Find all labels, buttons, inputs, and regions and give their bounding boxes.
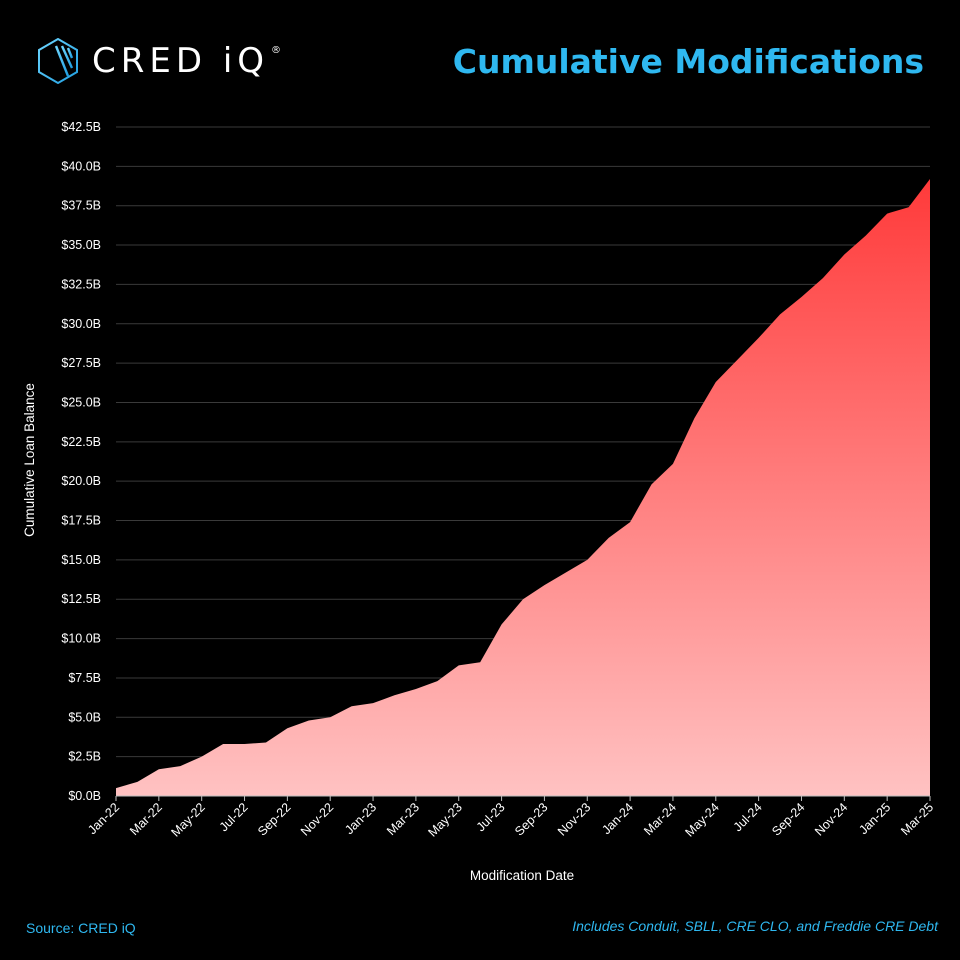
y-tick-label: $37.5B (61, 199, 101, 213)
x-tick-label: Jan-25 (856, 800, 893, 837)
y-tick-label: $32.5B (61, 277, 101, 291)
coverage-note: Includes Conduit, SBLL, CRE CLO, and Fre… (572, 918, 938, 934)
x-tick-label: May-23 (425, 800, 464, 839)
x-tick-label: Sep-24 (769, 800, 807, 838)
x-tick-label: Mar-25 (898, 800, 936, 838)
y-tick-label: $42.5B (61, 120, 101, 134)
x-tick-label: Jan-24 (599, 800, 636, 837)
x-tick-label: Nov-22 (298, 800, 336, 838)
y-tick-label: $12.5B (61, 592, 101, 606)
x-tick-label: Mar-22 (127, 800, 165, 838)
x-tick-label: May-24 (683, 800, 722, 839)
x-tick-label: Nov-23 (555, 800, 593, 838)
x-tick-label: Nov-24 (812, 800, 850, 838)
y-tick-label: $7.5B (68, 671, 101, 685)
y-tick-label: $2.5B (68, 750, 101, 764)
x-tick-label: Mar-24 (641, 800, 679, 838)
source-note: Source: CRED iQ (26, 920, 136, 936)
y-tick-label: $15.0B (61, 553, 101, 567)
y-tick-label: $0.0B (68, 789, 101, 803)
y-tick-label: $22.5B (61, 435, 101, 449)
x-tick-label: Jan-23 (342, 800, 379, 837)
logo-mark-icon (38, 38, 78, 84)
brand-name: CRED iQ ® (92, 41, 287, 81)
y-tick-label: $30.0B (61, 317, 101, 331)
y-tick-label: $17.5B (61, 514, 101, 528)
x-tick-label: Mar-23 (384, 800, 422, 838)
x-tick-label: Jul-24 (731, 800, 765, 834)
x-tick-label: Jan-22 (85, 800, 122, 837)
area-series (116, 178, 930, 796)
y-tick-label: $40.0B (61, 159, 101, 173)
x-axis: Jan-22 Mar-22 May-22 Jul-22 Sep-22 Nov-22 Jan-… (85, 795, 936, 840)
y-tick-label: $25.0B (61, 395, 101, 409)
y-tick-label: $35.0B (61, 238, 101, 252)
y-axis-label: Cumulative Loan Balance (22, 383, 37, 537)
x-tick-label: Sep-23 (512, 800, 550, 838)
y-tick-label: $20.0B (61, 474, 101, 488)
y-tick-label: $10.0B (61, 632, 101, 646)
x-tick-label: Sep-22 (255, 800, 293, 838)
y-tick-label: $5.0B (68, 710, 101, 724)
x-tick-label: Jul-23 (474, 800, 508, 834)
y-tick-label: $27.5B (61, 356, 101, 370)
chart-title: Cumulative Modifications (452, 42, 924, 81)
x-tick-label: Jul-22 (217, 800, 251, 834)
x-tick-label: May-22 (168, 800, 207, 839)
x-axis-label: Modification Date (470, 868, 574, 883)
brand-logo: CRED iQ ® (38, 38, 286, 84)
registered-mark: ® (271, 45, 287, 56)
y-axis: $0.0B $2.5B $5.0B $7.5B $10.0B $12.5B $15.0B $1… (61, 120, 101, 803)
